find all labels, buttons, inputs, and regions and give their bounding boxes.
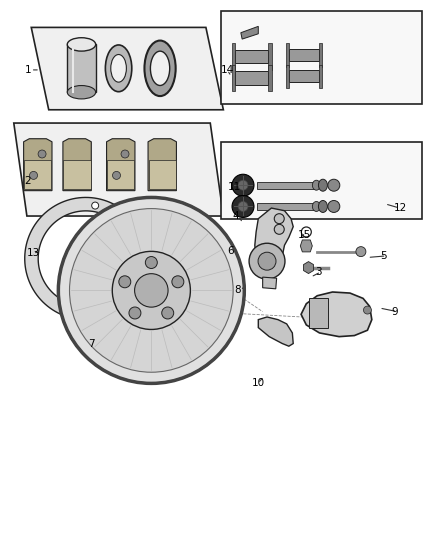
Circle shape [249,243,285,279]
Circle shape [162,307,174,319]
Polygon shape [148,139,177,191]
Text: 5: 5 [381,251,387,261]
Polygon shape [258,317,293,346]
Ellipse shape [312,180,320,190]
Circle shape [112,252,191,329]
Ellipse shape [67,38,95,51]
Bar [289,70,319,82]
Polygon shape [14,123,223,216]
Ellipse shape [150,51,170,85]
Bar [268,43,272,70]
Circle shape [92,202,99,209]
Polygon shape [25,197,136,320]
Circle shape [274,214,284,224]
Polygon shape [301,292,372,337]
Circle shape [238,201,248,212]
Bar [235,71,268,85]
Circle shape [70,208,233,372]
Bar [258,182,316,189]
Polygon shape [24,160,51,189]
Circle shape [238,180,248,190]
Text: 6: 6 [228,246,234,255]
Circle shape [129,307,141,319]
Bar [289,49,319,61]
Polygon shape [304,262,314,273]
Bar [319,43,322,67]
Circle shape [232,174,254,196]
Bar [221,12,422,104]
Polygon shape [148,160,176,189]
Circle shape [134,273,168,307]
Polygon shape [300,240,312,252]
Text: 15: 15 [297,230,311,240]
Polygon shape [255,208,293,278]
Bar [232,64,235,91]
Polygon shape [263,277,277,289]
Text: 8: 8 [234,285,241,295]
Polygon shape [24,139,52,191]
Text: 7: 7 [88,338,95,349]
Circle shape [328,179,340,191]
Bar [232,43,235,70]
Bar [221,142,422,219]
Polygon shape [63,139,91,191]
Text: 10: 10 [252,378,265,389]
Circle shape [364,306,371,314]
Ellipse shape [312,201,320,212]
Polygon shape [64,160,91,189]
Circle shape [356,247,366,256]
Text: 9: 9 [392,306,398,317]
Text: 3: 3 [315,267,321,277]
Circle shape [172,276,184,288]
Ellipse shape [67,85,95,99]
Circle shape [145,256,157,269]
Text: 1: 1 [25,65,32,75]
Bar [286,64,289,88]
Circle shape [119,276,131,288]
Bar [308,298,328,328]
Text: 11: 11 [228,182,241,192]
Circle shape [121,150,129,158]
Circle shape [328,200,340,213]
Ellipse shape [318,179,327,191]
Text: 2: 2 [25,176,32,187]
Ellipse shape [145,41,176,96]
Text: 14: 14 [221,65,234,75]
Bar [235,50,268,63]
Bar [67,44,95,92]
Polygon shape [241,26,258,39]
Bar [258,203,316,210]
Ellipse shape [106,45,132,92]
Bar [319,64,322,88]
Circle shape [113,172,120,180]
Ellipse shape [318,200,327,213]
Circle shape [29,172,38,180]
Circle shape [38,150,46,158]
Circle shape [82,309,89,316]
Text: 4: 4 [232,211,239,221]
Bar [268,64,272,91]
Text: 12: 12 [394,203,407,213]
Text: 13: 13 [27,248,40,258]
Circle shape [232,196,254,217]
Polygon shape [107,160,134,189]
Polygon shape [31,27,223,110]
Circle shape [258,252,276,270]
Ellipse shape [111,54,127,82]
Bar [286,43,289,67]
Circle shape [274,224,284,235]
Circle shape [58,197,244,383]
Polygon shape [106,139,135,191]
